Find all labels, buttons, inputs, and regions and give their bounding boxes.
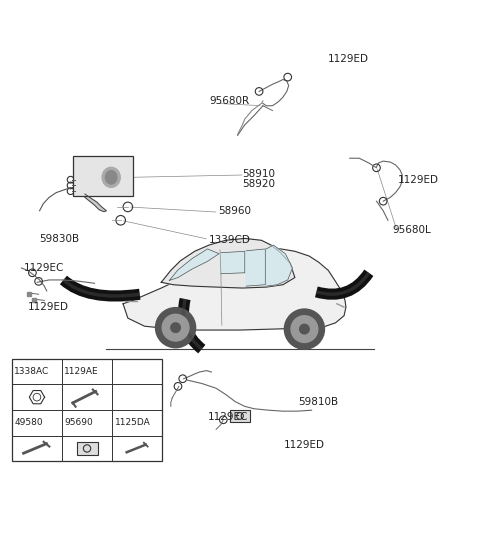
Circle shape [291, 316, 318, 343]
Text: 1129ED: 1129ED [28, 302, 69, 312]
Text: 1129AE: 1129AE [64, 367, 99, 376]
Polygon shape [221, 251, 245, 274]
Polygon shape [123, 249, 346, 330]
Polygon shape [169, 249, 219, 280]
Text: 1125DA: 1125DA [115, 418, 150, 427]
Polygon shape [246, 249, 265, 286]
Circle shape [300, 324, 309, 334]
Circle shape [156, 308, 196, 348]
Text: 49580: 49580 [14, 418, 43, 427]
Bar [12, 359, 162, 461]
Text: 1129ED: 1129ED [397, 175, 439, 185]
Text: 59810B: 59810B [298, 397, 338, 407]
Text: 1338AC: 1338AC [14, 367, 49, 376]
Text: 1129EC: 1129EC [24, 263, 65, 273]
Text: 1129ED: 1129ED [328, 54, 369, 64]
Ellipse shape [102, 167, 120, 188]
Polygon shape [266, 245, 292, 286]
Text: 95680R: 95680R [209, 96, 249, 106]
Text: 58920: 58920 [242, 179, 276, 189]
FancyBboxPatch shape [73, 156, 132, 196]
Text: 59830B: 59830B [39, 234, 80, 244]
Circle shape [171, 323, 180, 332]
Circle shape [162, 314, 189, 341]
Circle shape [284, 309, 324, 349]
Polygon shape [85, 194, 107, 212]
Bar [230, 410, 250, 422]
Text: 95680L: 95680L [393, 225, 432, 235]
Text: 1339CD: 1339CD [209, 235, 251, 245]
Ellipse shape [106, 170, 117, 184]
Bar [76, 442, 97, 455]
Text: 1129EC: 1129EC [207, 412, 248, 422]
Text: 95690: 95690 [64, 418, 93, 427]
Text: 58960: 58960 [218, 206, 252, 215]
Text: 1129ED: 1129ED [284, 440, 325, 450]
Polygon shape [161, 239, 295, 288]
Text: 58910: 58910 [242, 168, 276, 178]
